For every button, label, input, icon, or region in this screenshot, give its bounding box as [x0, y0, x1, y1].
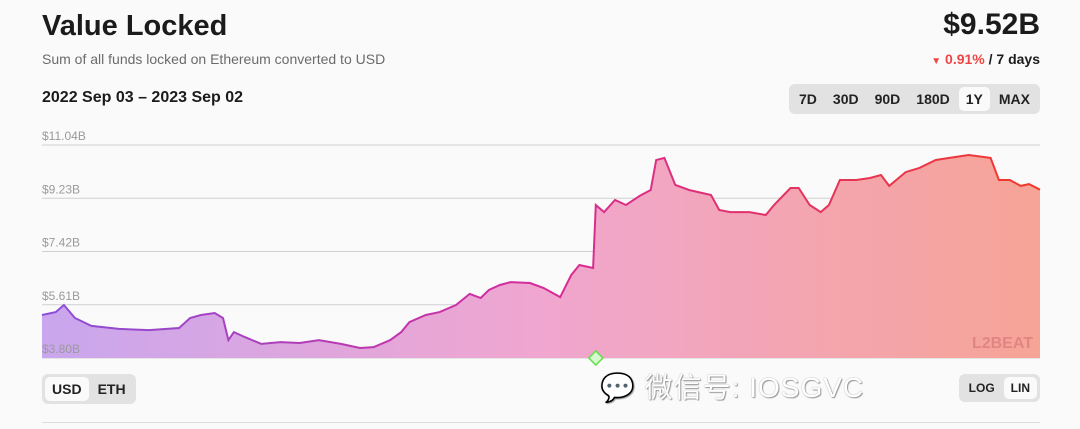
- watermark-text: 微信号: IOSGVC: [644, 372, 865, 403]
- divider: [42, 422, 1040, 423]
- scale-lin[interactable]: LIN: [1003, 377, 1037, 399]
- period-1y[interactable]: 1Y: [958, 87, 990, 111]
- page-title: Value Locked: [42, 10, 228, 42]
- area-fill: [42, 155, 1040, 358]
- change-percent: 0.91%: [945, 51, 985, 67]
- date-range: 2022 Sep 03 – 2023 Sep 02: [42, 89, 244, 106]
- watermark-overlay: 💬 微信号: IOSGVC: [600, 366, 864, 406]
- scale-log[interactable]: LOG: [968, 381, 995, 395]
- period-max[interactable]: MAX: [998, 91, 1030, 107]
- period-selector: 7D 30D 90D 180D 1Y MAX: [789, 84, 1040, 114]
- series-line: [41, 153, 1041, 350]
- change-period: / 7 days: [988, 51, 1040, 67]
- y-tick-label: $5.61B: [42, 289, 80, 303]
- unit-usd[interactable]: USD: [45, 377, 89, 401]
- value-change: ▼ 0.91% / 7 days: [931, 51, 1040, 67]
- period-180d[interactable]: 180D: [916, 91, 950, 107]
- unit-eth[interactable]: ETH: [97, 381, 126, 397]
- caret-down-icon: ▼: [931, 56, 942, 67]
- y-tick-label: $11.04B: [42, 129, 86, 143]
- y-tick-label: $3.80B: [42, 342, 80, 356]
- period-30d[interactable]: 30D: [832, 91, 859, 107]
- total-value: $9.52B: [943, 8, 1040, 41]
- period-7d[interactable]: 7D: [799, 91, 817, 107]
- event-marker-diamond[interactable]: [587, 349, 604, 367]
- period-90d[interactable]: 90D: [874, 91, 901, 107]
- page-subtitle: Sum of all funds locked on Ethereum conv…: [42, 51, 386, 67]
- y-tick-label: $7.42B: [42, 236, 80, 250]
- unit-selector: USD ETH: [42, 374, 136, 404]
- scale-selector: LOG LIN: [958, 374, 1040, 402]
- wechat-icon: 💬: [600, 372, 636, 403]
- l2beat-logo: L2BEAT: [972, 335, 1033, 352]
- y-tick-label: $9.23B: [42, 182, 80, 196]
